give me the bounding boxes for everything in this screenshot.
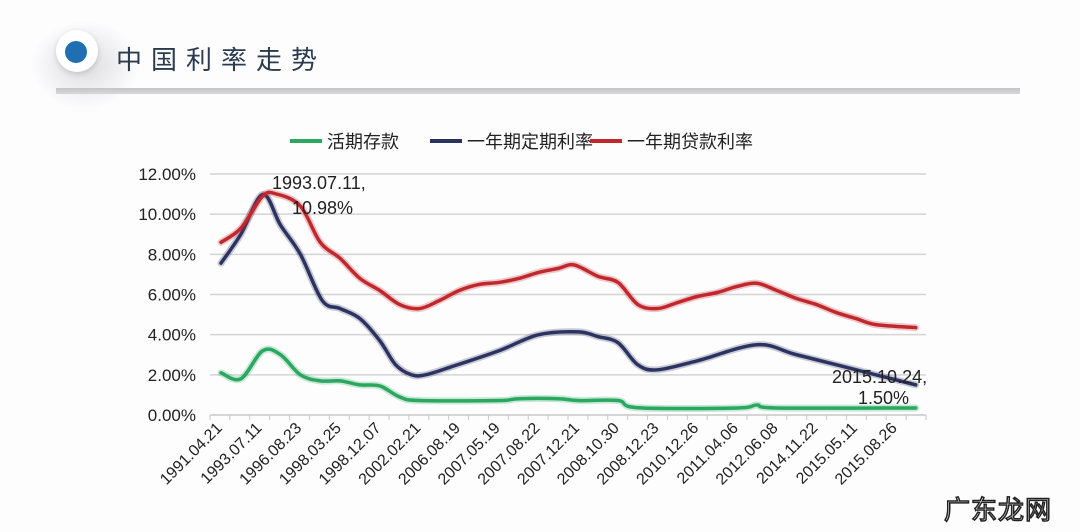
watermark-logo: 广东龙网 <box>943 495 1053 527</box>
header-bullet-icon <box>65 41 87 63</box>
page-title: 中国利率走势 <box>116 46 327 76</box>
data-annotation: 2015.10.24, <box>832 367 927 387</box>
y-tick-label: 2.00% <box>148 366 196 385</box>
y-tick-label: 12.00% <box>138 165 196 184</box>
data-annotation: 10.98% <box>292 198 353 218</box>
data-annotation: 1.50% <box>858 388 909 408</box>
data-annotation: 1993.07.11, <box>272 173 366 193</box>
series-glow <box>217 190 920 389</box>
y-tick-label: 6.00% <box>148 286 196 305</box>
series-line <box>219 347 918 411</box>
legend-label: 一年期贷款利率 <box>627 132 753 153</box>
legend-label: 活期存款 <box>327 132 399 153</box>
legend-label: 一年期定期利率 <box>467 132 593 153</box>
y-tick-label: 10.00% <box>138 205 196 224</box>
series-line <box>219 192 918 387</box>
header-divider <box>56 88 1020 94</box>
y-tick-label: 4.00% <box>148 326 196 345</box>
series-line <box>219 190 918 330</box>
y-tick-label: 8.00% <box>148 245 196 264</box>
y-tick-label: 0.00% <box>148 406 196 425</box>
